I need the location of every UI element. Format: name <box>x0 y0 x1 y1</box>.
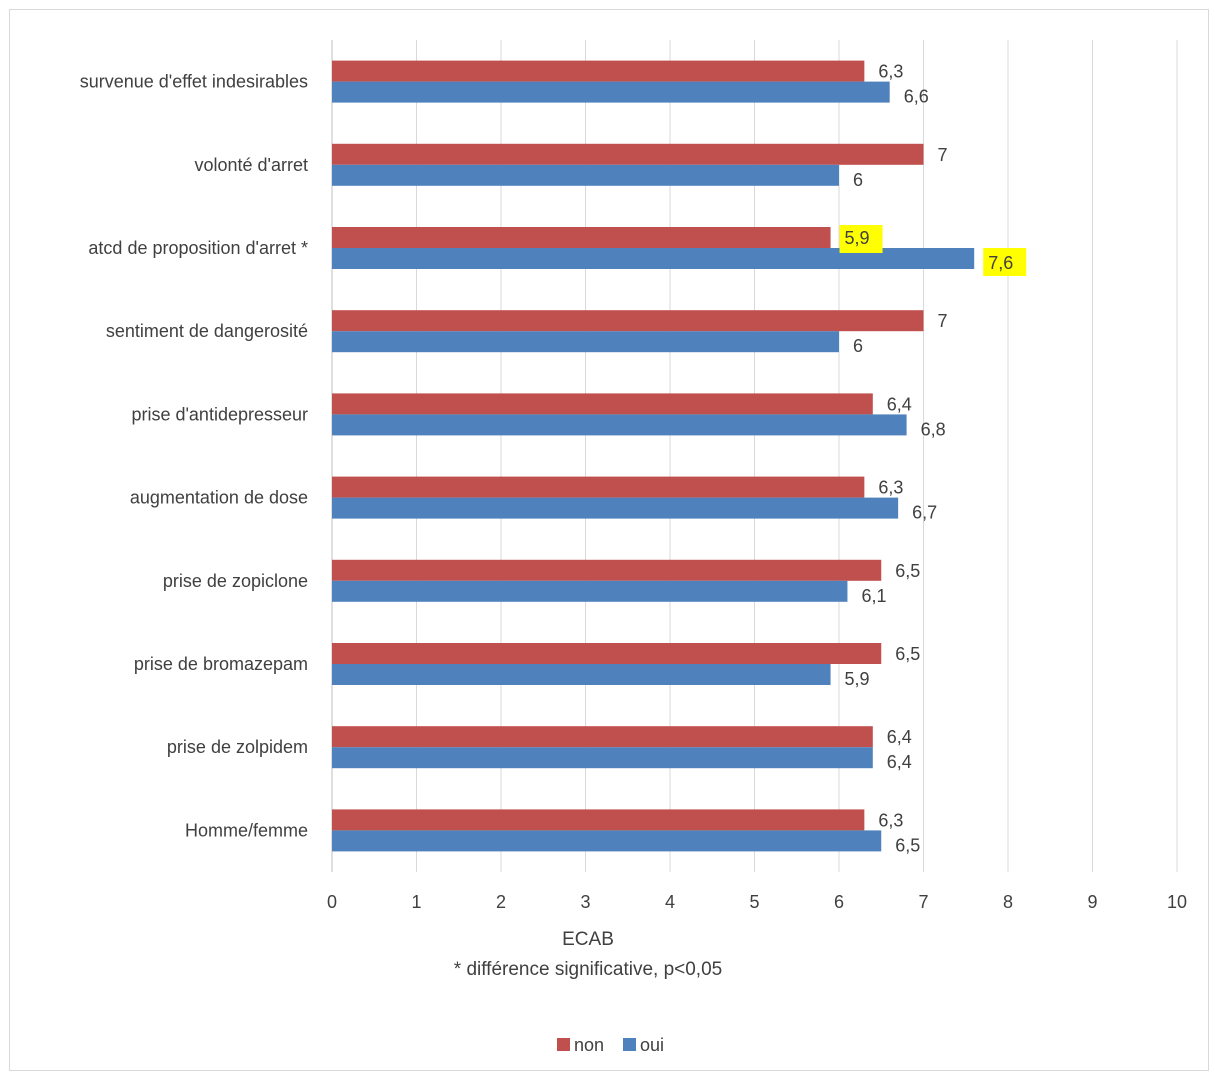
bar-non <box>332 227 831 248</box>
x-tick-label: 2 <box>496 892 506 912</box>
category-label: augmentation de dose <box>130 488 308 508</box>
data-label-non: 6,3 <box>878 62 903 82</box>
bar-non <box>332 643 882 664</box>
bar-oui <box>332 747 873 769</box>
chart-frame <box>9 9 1209 1071</box>
x-tick-labels: 0 1 2 3 4 5 6 7 8 9 10 <box>327 892 1187 912</box>
category-label: prise de zolpidem <box>167 737 308 757</box>
data-label-non: 6,4 <box>887 394 912 414</box>
data-labels: 6,36,6765,97,6766,46,86,36,76,56,16,55,9… <box>839 62 1027 855</box>
data-label-oui: 6 <box>853 170 863 190</box>
bar-oui <box>332 664 831 685</box>
x-tick-label: 7 <box>918 892 928 912</box>
bar-non <box>332 559 882 581</box>
bar-non <box>332 143 924 165</box>
legend-swatch-non <box>557 1038 570 1051</box>
category-label: prise de zopiclone <box>163 571 308 591</box>
category-label: sentiment de dangerosité <box>106 321 308 341</box>
x-axis-title: ECAB <box>562 929 614 950</box>
data-label-non: 6,3 <box>878 810 903 830</box>
x-tick-label: 10 <box>1167 892 1187 912</box>
data-label-oui: 6,4 <box>887 752 912 772</box>
data-label-oui: 6 <box>853 336 863 356</box>
data-label-non: 6,4 <box>887 727 912 747</box>
x-tick-label: 5 <box>749 892 759 912</box>
x-tick-label: 1 <box>411 892 421 912</box>
bar-non <box>332 393 873 415</box>
bar-non <box>332 310 924 332</box>
data-label-non: 6,5 <box>895 561 920 581</box>
category-label: prise de bromazepam <box>134 654 308 674</box>
category-label: volonté d'arret <box>194 155 308 175</box>
bar-oui <box>332 830 882 852</box>
label-highlight <box>839 225 883 253</box>
data-label-oui: 6,7 <box>912 503 937 523</box>
bar-non <box>332 809 865 831</box>
category-label: Homme/femme <box>185 820 308 840</box>
x-tick-label: 4 <box>665 892 675 912</box>
data-label-oui: 7,6 <box>988 253 1013 273</box>
x-tick-label: 3 <box>580 892 590 912</box>
bar-oui <box>332 497 899 519</box>
bar-oui <box>332 164 839 186</box>
bar-non <box>332 60 865 82</box>
x-tick-label: 6 <box>834 892 844 912</box>
bar-oui <box>332 331 839 353</box>
data-label-non: 6,3 <box>878 478 903 498</box>
label-highlight <box>983 248 1027 276</box>
bar-oui <box>332 580 848 602</box>
data-label-oui: 6,6 <box>904 87 929 107</box>
x-tick-label: 9 <box>1087 892 1097 912</box>
category-label: atcd de proposition d'arret * <box>88 238 308 258</box>
bar-oui <box>332 81 890 103</box>
legend-label-oui: oui <box>640 1035 664 1055</box>
data-label-oui: 6,8 <box>921 419 946 439</box>
significance-note: * différence significative, p<0,05 <box>454 959 722 980</box>
legend-label-non: non <box>574 1035 604 1055</box>
data-label-non: 6,5 <box>895 644 920 664</box>
data-label-non: 5,9 <box>845 228 870 248</box>
x-tick-label: 8 <box>1003 892 1013 912</box>
bar-non <box>332 476 865 498</box>
legend: non oui <box>557 1035 664 1055</box>
bar-oui <box>332 248 975 269</box>
data-label-non: 7 <box>938 311 948 331</box>
x-tick-label: 0 <box>327 892 337 912</box>
data-label-oui: 6,1 <box>861 586 886 606</box>
bar-oui <box>332 414 907 436</box>
legend-swatch-oui <box>623 1038 636 1051</box>
bars <box>332 60 975 852</box>
data-label-oui: 6,5 <box>895 835 920 855</box>
category-label: prise d'antidepresseur <box>131 404 308 424</box>
data-label-non: 7 <box>938 145 948 165</box>
category-labels: survenue d'effet indesirables volonté d'a… <box>80 72 308 841</box>
bar-non <box>332 726 873 748</box>
data-label-oui: 5,9 <box>845 669 870 689</box>
category-label: survenue d'effet indesirables <box>80 72 308 92</box>
